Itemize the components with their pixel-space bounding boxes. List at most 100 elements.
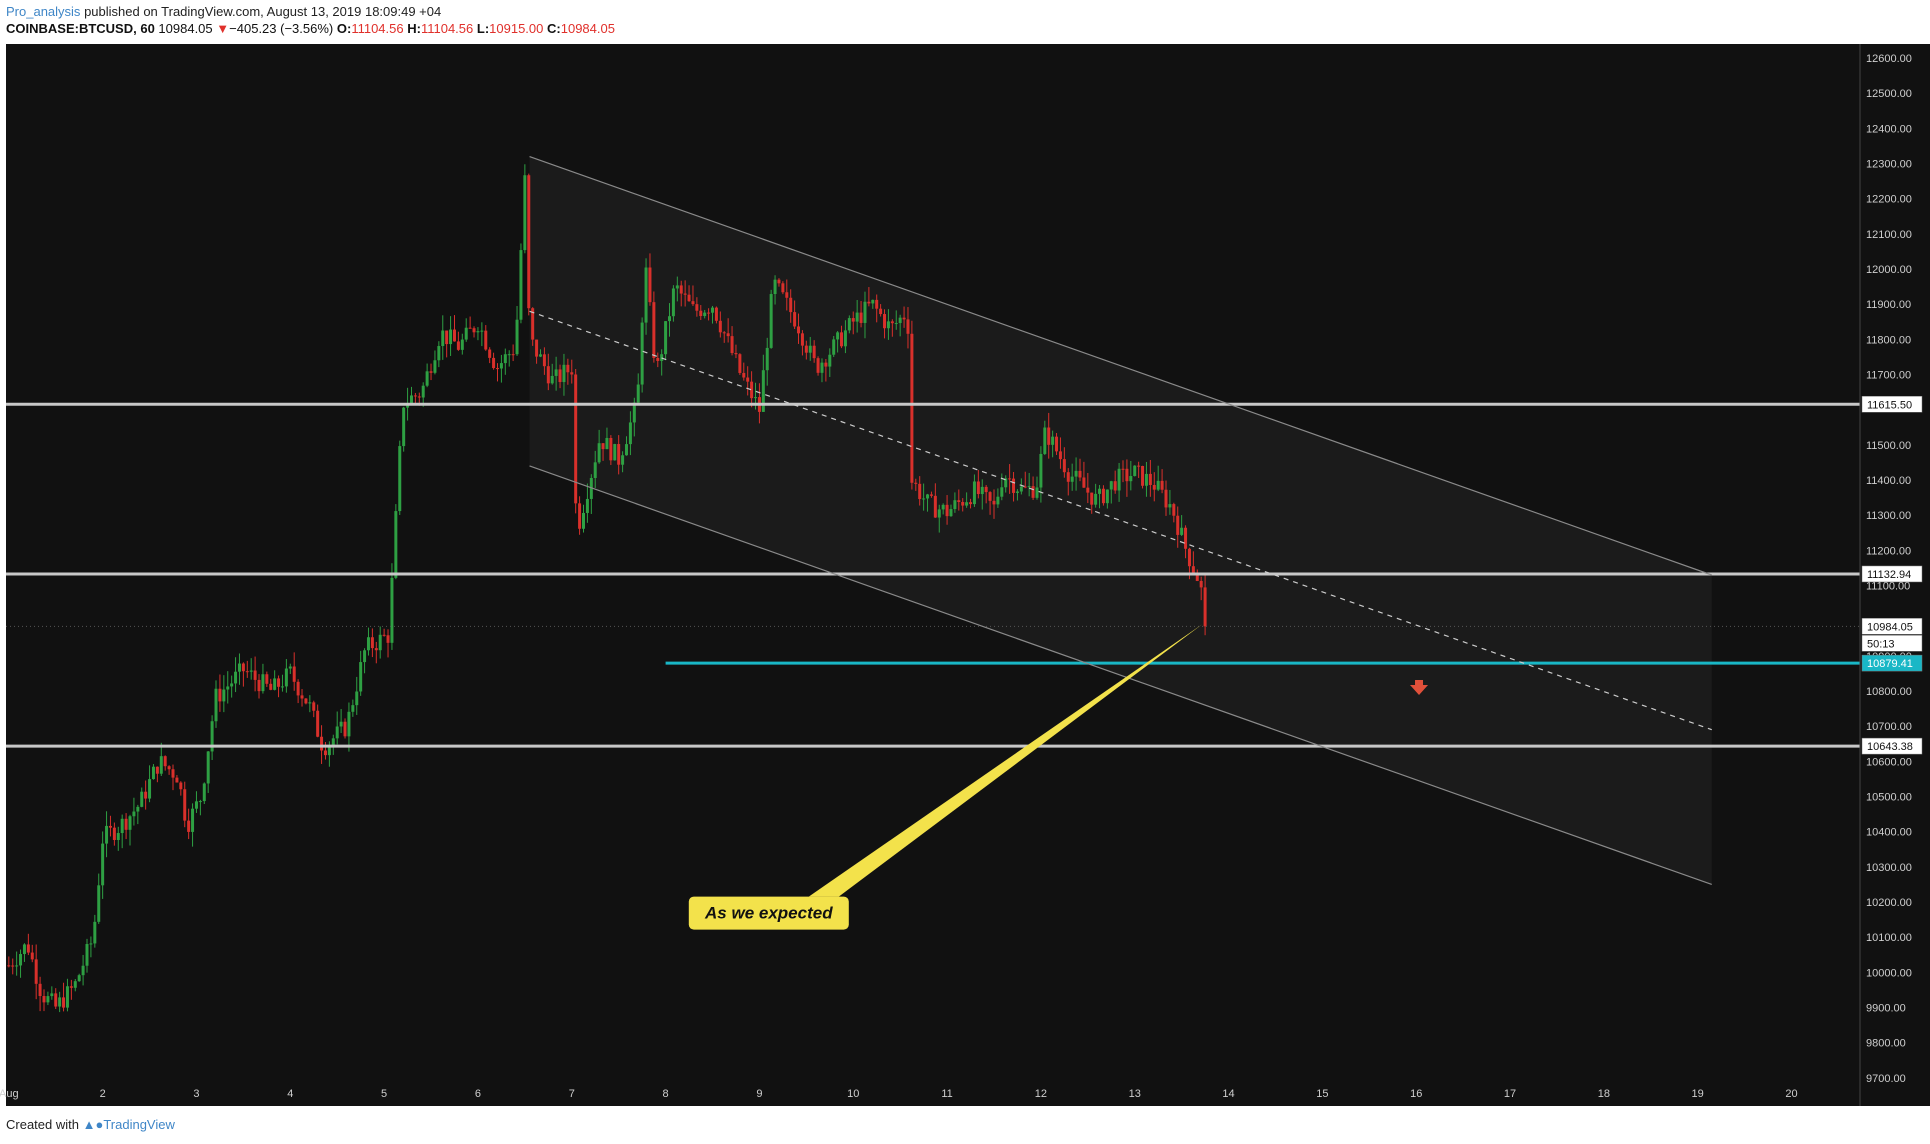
- x-tick-label: 16: [1410, 1088, 1422, 1100]
- candle-body: [515, 319, 519, 355]
- x-tick-label: 8: [663, 1088, 669, 1100]
- y-tick-label: 10200.00: [1866, 897, 1912, 909]
- candle-body: [922, 498, 926, 500]
- candle-body: [265, 674, 269, 684]
- candle-body: [112, 827, 116, 840]
- candle-body: [640, 322, 644, 385]
- candle-body: [1168, 504, 1172, 508]
- candle-body: [691, 301, 695, 305]
- candle-body: [273, 678, 277, 690]
- candle-body: [703, 312, 707, 317]
- candle-body: [957, 500, 961, 502]
- candle-body: [144, 791, 148, 799]
- candle-body: [58, 997, 62, 1007]
- candle-body: [652, 302, 656, 358]
- candle-body: [1129, 476, 1133, 482]
- x-tick-label: 9: [756, 1088, 762, 1100]
- candle-body: [327, 744, 331, 756]
- y-tick-label: 11800.00: [1866, 334, 1911, 346]
- tradingview-link[interactable]: TradingView: [103, 1117, 175, 1132]
- candle-body: [773, 279, 777, 295]
- close-value: 10984.05: [560, 21, 615, 36]
- candle-body: [1184, 527, 1188, 549]
- candle-body: [632, 402, 636, 423]
- candle-body: [140, 791, 144, 807]
- candle-body: [535, 339, 539, 357]
- candle-body: [1058, 451, 1062, 460]
- candle-body: [429, 371, 433, 373]
- down-arrow-icon: [1410, 680, 1429, 696]
- open-label: O:: [336, 21, 352, 36]
- candle-body: [363, 650, 367, 663]
- candle-body: [945, 504, 949, 517]
- candle-body: [996, 496, 1000, 505]
- x-tick-label: 3: [193, 1088, 199, 1100]
- x-tick-label: 10: [847, 1088, 859, 1100]
- candle-body: [683, 293, 687, 295]
- candle-body: [175, 777, 179, 783]
- candle-body: [1109, 481, 1113, 490]
- y-tick-label: 12000.00: [1866, 264, 1912, 276]
- candle-body: [65, 986, 69, 1008]
- candle-body: [1113, 481, 1117, 491]
- candle-body: [812, 345, 816, 359]
- level-price-tag-text: 11132.94: [1867, 569, 1911, 581]
- candles: [7, 164, 1207, 1013]
- candle-body: [480, 330, 484, 332]
- candle-body: [1062, 459, 1066, 473]
- candle-body: [808, 345, 812, 353]
- candle-body: [714, 307, 718, 321]
- candle-body: [1172, 504, 1176, 516]
- y-tick-label: 11200.00: [1866, 545, 1911, 557]
- candle-body: [124, 818, 128, 830]
- candle-body: [359, 662, 363, 692]
- candle-body: [797, 326, 801, 334]
- candle-body: [988, 492, 992, 501]
- candle-body: [1008, 478, 1012, 480]
- candle-body: [1199, 580, 1203, 588]
- candle-body: [976, 481, 980, 495]
- candle-body: [495, 368, 499, 370]
- open-value: 11104.56: [351, 21, 404, 36]
- candle-body: [1191, 566, 1195, 573]
- candle-body: [277, 678, 281, 687]
- candle-body: [183, 789, 187, 821]
- candle-body: [151, 766, 155, 780]
- candle-body: [198, 801, 202, 803]
- y-tick-label: 9900.00: [1866, 1003, 1906, 1015]
- candle-body: [163, 756, 167, 767]
- candle-body: [409, 395, 413, 404]
- candle-body: [605, 437, 609, 450]
- candle-body: [245, 671, 249, 673]
- candle-body: [89, 943, 93, 945]
- x-tick-label: 4: [287, 1088, 293, 1100]
- candle-body: [730, 336, 734, 354]
- candle-body: [1094, 493, 1098, 505]
- candle-body: [241, 663, 245, 672]
- candle-body: [671, 288, 675, 317]
- candle-body: [840, 332, 844, 347]
- candle-body: [707, 312, 711, 314]
- candle-body: [85, 944, 89, 966]
- callout-box: [688, 896, 849, 930]
- candle-body: [738, 354, 742, 373]
- candle-body: [386, 635, 390, 643]
- candle-body: [949, 509, 953, 517]
- y-tick-label: 11700.00: [1866, 370, 1911, 382]
- candle-body: [1004, 478, 1008, 488]
- candle-body: [253, 670, 257, 680]
- author-link[interactable]: Pro_analysis: [6, 4, 81, 19]
- candle-body: [351, 705, 355, 712]
- candle-body: [718, 320, 722, 333]
- candle-body: [167, 766, 171, 770]
- low-label: L:: [476, 21, 490, 36]
- y-tick-label: 11900.00: [1866, 299, 1911, 311]
- candle-body: [46, 996, 50, 1003]
- candle-body: [1203, 587, 1207, 627]
- candle-body: [734, 353, 738, 355]
- candle-body: [965, 502, 969, 506]
- candle-body: [73, 981, 77, 988]
- low-value: 10915.00: [489, 21, 544, 36]
- candle-body: [581, 512, 585, 529]
